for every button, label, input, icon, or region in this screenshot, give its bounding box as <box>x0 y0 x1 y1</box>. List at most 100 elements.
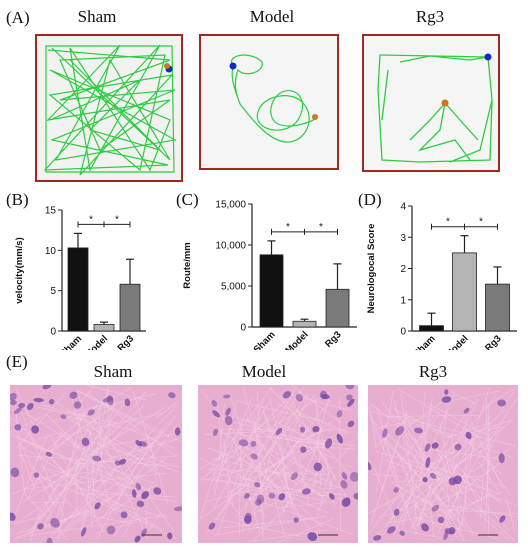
tissue-fiber <box>264 477 269 506</box>
track-title-sham: Sham <box>77 7 117 26</box>
tissue-fiber <box>404 422 503 505</box>
tissue-fiber <box>205 385 306 535</box>
bar-sham <box>259 254 284 328</box>
cell-nucleus <box>498 453 505 464</box>
tissue-fiber <box>280 423 321 444</box>
tissue-fiber <box>202 479 347 496</box>
tissue-fiber <box>212 457 341 488</box>
cell-nucleus <box>421 523 429 532</box>
bar-rg3 <box>325 288 350 328</box>
cell-nucleus <box>10 399 17 406</box>
tissue-fiber <box>51 405 177 536</box>
tissue-fiber <box>46 414 80 447</box>
tissue-fiber <box>76 436 179 473</box>
cell-nucleus <box>10 512 16 521</box>
tissue-fiber <box>375 416 409 449</box>
significance-star: * <box>89 214 93 225</box>
tissue-fiber <box>445 442 476 528</box>
tissue-fiber <box>40 466 176 540</box>
cell-nucleus <box>114 460 121 466</box>
cell-nucleus <box>225 407 231 416</box>
tissue-fiber <box>19 455 81 515</box>
cell-nucleus <box>118 458 127 465</box>
tissue-fiber <box>125 427 174 449</box>
tissue-fiber <box>118 415 176 490</box>
cell-nucleus <box>238 439 249 447</box>
cell-nucleus <box>336 433 343 444</box>
histology-image-sham <box>10 385 182 543</box>
cell-nucleus <box>211 400 217 407</box>
tissue-fiber <box>300 442 319 483</box>
tissue-fiber <box>213 402 269 510</box>
bar-sham <box>67 247 89 332</box>
tissue-fiber <box>395 444 481 489</box>
cell-nucleus <box>250 440 257 447</box>
significance-star: * <box>319 222 323 233</box>
swim-track-rg3 <box>362 34 500 172</box>
tissue-fiber <box>414 399 479 531</box>
cell-nucleus <box>431 442 439 449</box>
tissue-fiber <box>55 458 167 539</box>
tissue-fiber <box>339 396 341 532</box>
tissue-fiber <box>300 506 322 527</box>
tissue-fiber <box>485 398 489 537</box>
tissue-fiber <box>233 441 279 491</box>
tissue-fiber <box>80 385 95 403</box>
tissue-fiber <box>499 409 507 413</box>
cell-nucleus <box>102 396 114 403</box>
y-tick-label: 10 <box>45 246 57 257</box>
tissue-fiber <box>254 423 309 473</box>
cell-nucleus <box>136 500 145 508</box>
cell-nucleus <box>120 511 128 519</box>
cell-nucleus <box>31 425 40 434</box>
tissue-fiber <box>40 404 118 425</box>
tissue-fiber <box>99 425 177 522</box>
tissue-fiber <box>85 391 174 455</box>
swim-track-sham <box>35 34 183 182</box>
tissue-fiber <box>261 487 340 495</box>
tissue-fiber <box>214 515 325 536</box>
y-tick-label: 1 <box>400 295 406 306</box>
cell-nucleus <box>463 407 470 414</box>
x-tick-label-sham: Sham <box>58 333 84 350</box>
tissue-fiber <box>429 429 513 458</box>
tissue-fiber <box>90 414 175 532</box>
tissue-fiber <box>234 429 310 519</box>
tissue-fiber <box>376 406 398 481</box>
tissue-fiber <box>69 387 132 423</box>
tissue-fiber <box>113 438 169 466</box>
tissue-fiber <box>344 465 353 468</box>
cell-nucleus <box>386 526 396 534</box>
tissue-fiber <box>392 482 468 527</box>
tissue-fiber <box>18 448 37 493</box>
tissue-fiber <box>465 439 502 475</box>
histology-image-rg3 <box>368 385 518 543</box>
cell-nucleus <box>368 461 372 471</box>
cell-nucleus <box>139 440 148 447</box>
tissue-fiber <box>450 516 467 542</box>
tissue-fiber <box>73 412 136 487</box>
cell-nucleus <box>340 480 348 489</box>
tissue-fiber <box>500 391 515 411</box>
cell-nucleus <box>124 398 131 407</box>
tissue-fiber <box>56 402 160 476</box>
tissue-fiber <box>315 467 331 524</box>
tissue-fiber <box>86 385 147 401</box>
tissue-fiber <box>370 433 402 525</box>
cell-nucleus <box>499 515 506 523</box>
panel-letter-e: (E) <box>6 352 28 371</box>
tissue-fiber <box>444 460 450 507</box>
y-tick-label: 0 <box>240 323 246 334</box>
tissue-fiber <box>407 432 446 483</box>
y-tick-label: 4 <box>400 202 406 213</box>
chart-route: 0 5,000 10,000 15,000 Route/mm Sham Model Rg3 * * <box>182 200 357 350</box>
cell-nucleus <box>153 487 162 495</box>
tissue-fiber <box>450 391 477 405</box>
bar-sham <box>419 325 444 332</box>
cell-nucleus <box>134 535 141 543</box>
cell-nucleus <box>224 416 233 426</box>
tissue-fiber <box>42 416 109 528</box>
cell-nucleus <box>275 427 283 435</box>
tissue-fiber <box>24 473 167 490</box>
